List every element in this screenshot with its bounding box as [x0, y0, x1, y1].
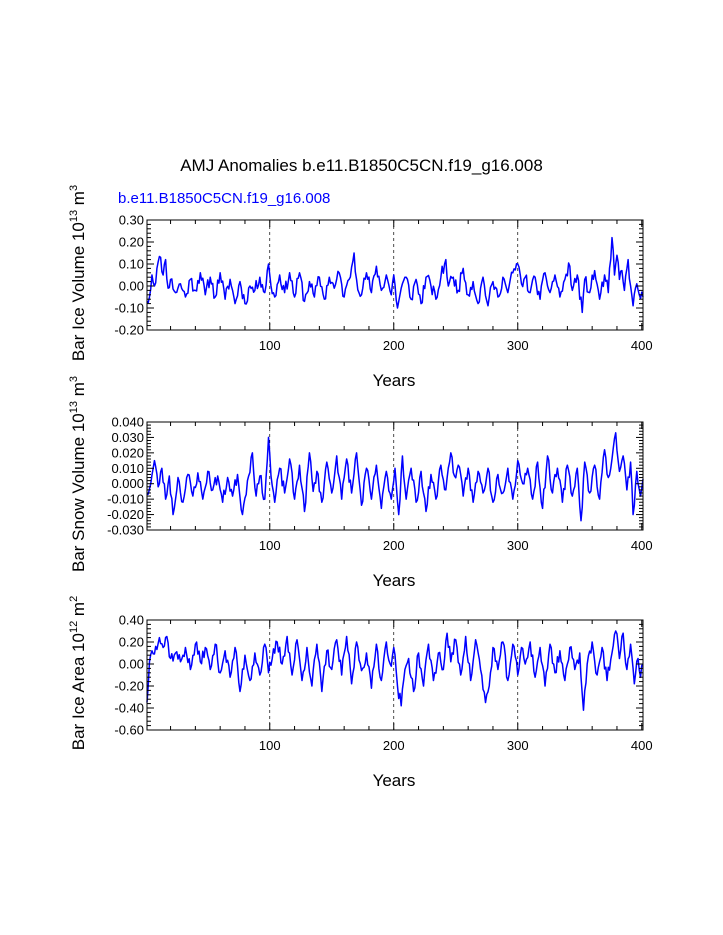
case-label: b.e11.B1850C5CN.f19_g16.008	[118, 190, 331, 207]
x-tick-label: 300	[507, 538, 529, 553]
y-tick-label: -0.020	[107, 507, 144, 522]
plot-frame	[146, 421, 644, 531]
y-tick-label: -0.010	[107, 492, 144, 507]
x-axis-label: Years	[373, 371, 416, 390]
x-tick-label: 300	[507, 738, 529, 753]
plot-frame	[146, 219, 644, 331]
x-tick-label: 400	[631, 538, 653, 553]
y-tick-label: 0.10	[119, 257, 144, 272]
x-tick-label: 200	[383, 338, 405, 353]
y-tick-label: 0.40	[119, 613, 144, 628]
y-axis-label: Bar Ice Area 1012 m2	[68, 596, 88, 750]
x-axis-label: Years	[373, 571, 416, 590]
x-tick-label: 100	[259, 738, 281, 753]
x-tick-label: 300	[507, 338, 529, 353]
y-tick-label: 0.00	[119, 657, 144, 672]
x-axis-label: Years	[373, 771, 416, 790]
y-axis-label: Bar Ice Volume 1013 m3	[68, 185, 88, 361]
figure-title: AMJ Anomalies b.e11.B1850C5CN.f19_g16.00…	[180, 156, 543, 175]
x-tick-label: 100	[259, 338, 281, 353]
y-tick-label: -0.60	[114, 723, 144, 738]
panel-bar-ice-volume: 100 200 300 400 -0.20 -0.10 0.00 0.10 0.20 0.30 Ye…	[68, 185, 653, 390]
y-tick-label: 0.20	[119, 635, 144, 650]
y-tick-label: -0.20	[114, 679, 144, 694]
y-tick-label: -0.20	[114, 323, 144, 338]
x-tick-label: 200	[383, 738, 405, 753]
y-tick-label: 0.020	[111, 445, 144, 460]
panel-bar-ice-area: 100 200 300 400 -0.60 -0.40 -0.20 0.00 0.20 0.40 Y…	[68, 596, 653, 790]
y-tick-label: 0.30	[119, 213, 144, 228]
y-tick-label: 0.030	[111, 430, 144, 445]
panel-bar-snow-volume: 100 200 300 400 -0.030-0.020-0.0100.0000.010…	[68, 376, 653, 590]
x-tick-label: 200	[383, 538, 405, 553]
series-line	[146, 236, 644, 314]
x-tick-label: 100	[259, 538, 281, 553]
plot-frame	[146, 619, 644, 731]
y-tick-label: 0.00	[119, 279, 144, 294]
y-tick-label: -0.10	[114, 301, 144, 316]
y-tick-label: 0.040	[111, 415, 144, 430]
y-tick-label: 0.010	[111, 461, 144, 476]
series-line	[146, 630, 644, 711]
x-tick-label: 400	[631, 738, 653, 753]
y-tick-label: 0.20	[119, 235, 144, 250]
y-tick-label: 0.000	[111, 476, 144, 491]
y-tick-label: -0.40	[114, 701, 144, 716]
y-tick-label: -0.030	[107, 523, 144, 538]
series-line	[146, 432, 644, 522]
y-axis-label: Bar Snow Volume 1013 m3	[68, 376, 88, 572]
x-tick-label: 400	[631, 338, 653, 353]
